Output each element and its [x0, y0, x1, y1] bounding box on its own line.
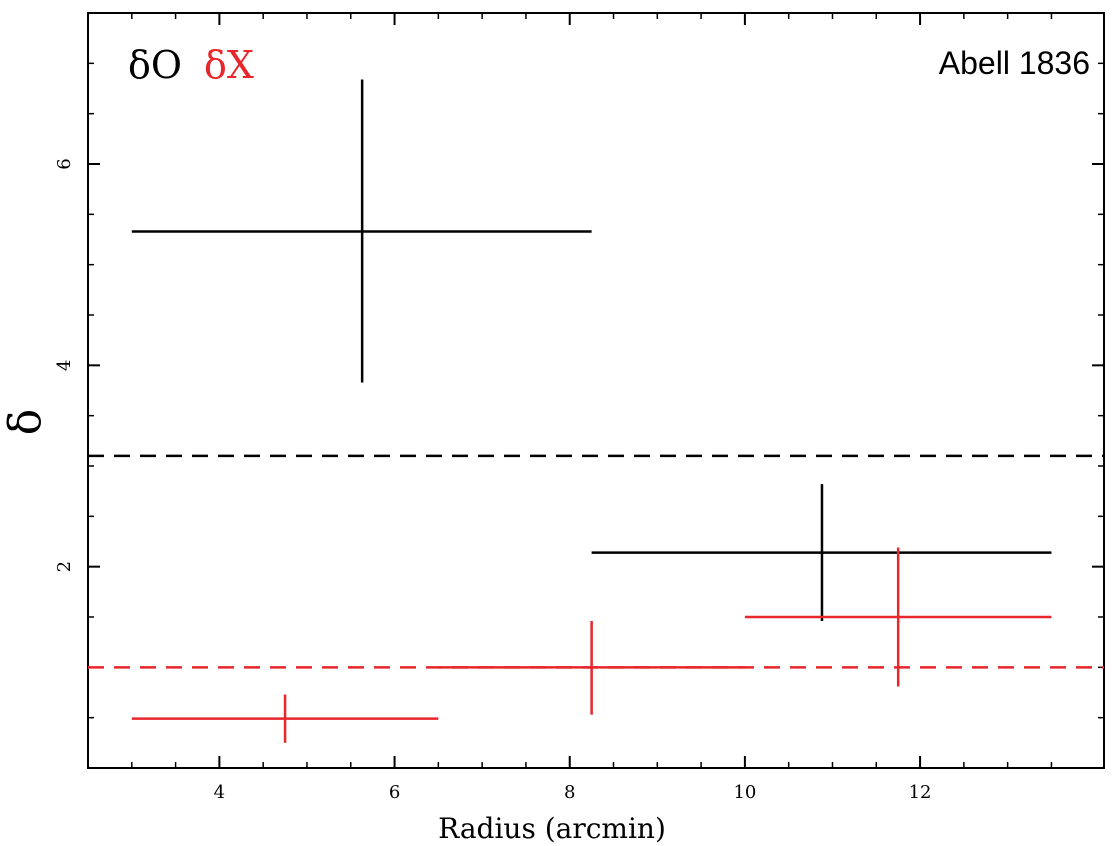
data-point — [438, 621, 745, 715]
y-tick-label: 2 — [54, 561, 75, 572]
cluster-annotation: Abell 1836 — [939, 45, 1090, 81]
legend-entry-delta-x: δX — [204, 43, 254, 87]
x-tick-label: 6 — [389, 782, 400, 803]
y-tick-label: 4 — [54, 360, 75, 371]
x-axis-label: Radius (arcmin) — [438, 812, 666, 845]
x-tick-label: 4 — [214, 782, 225, 803]
legend-entry-delta-o: δO — [128, 43, 182, 87]
data-point — [591, 484, 1052, 622]
plot-frame — [87, 12, 1105, 769]
reference-lines — [88, 454, 1104, 669]
axis-ticks: 4 6 8 10 12 2 4 6 — [54, 13, 1104, 803]
x-tick-label: 12 — [909, 782, 932, 803]
x-tick-label: 10 — [733, 782, 756, 803]
x-tick-label: 8 — [564, 782, 575, 803]
data-marks — [131, 79, 1052, 743]
data-point — [131, 79, 592, 383]
data-point — [131, 694, 439, 743]
y-tick-label: 6 — [54, 158, 75, 169]
y-axis-label: δ — [0, 409, 51, 436]
data-point — [744, 547, 1052, 687]
